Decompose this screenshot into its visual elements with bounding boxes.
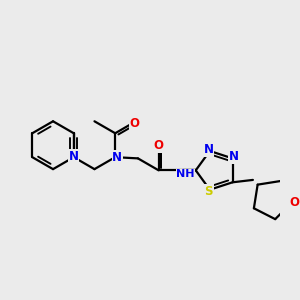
Text: O: O <box>154 140 164 152</box>
Text: N: N <box>112 151 122 164</box>
Text: NH: NH <box>176 169 195 179</box>
Text: N: N <box>229 150 238 164</box>
Text: N: N <box>204 143 214 156</box>
Text: O: O <box>129 117 139 130</box>
Text: S: S <box>205 184 213 198</box>
Text: N: N <box>69 150 79 163</box>
Text: O: O <box>290 196 299 209</box>
